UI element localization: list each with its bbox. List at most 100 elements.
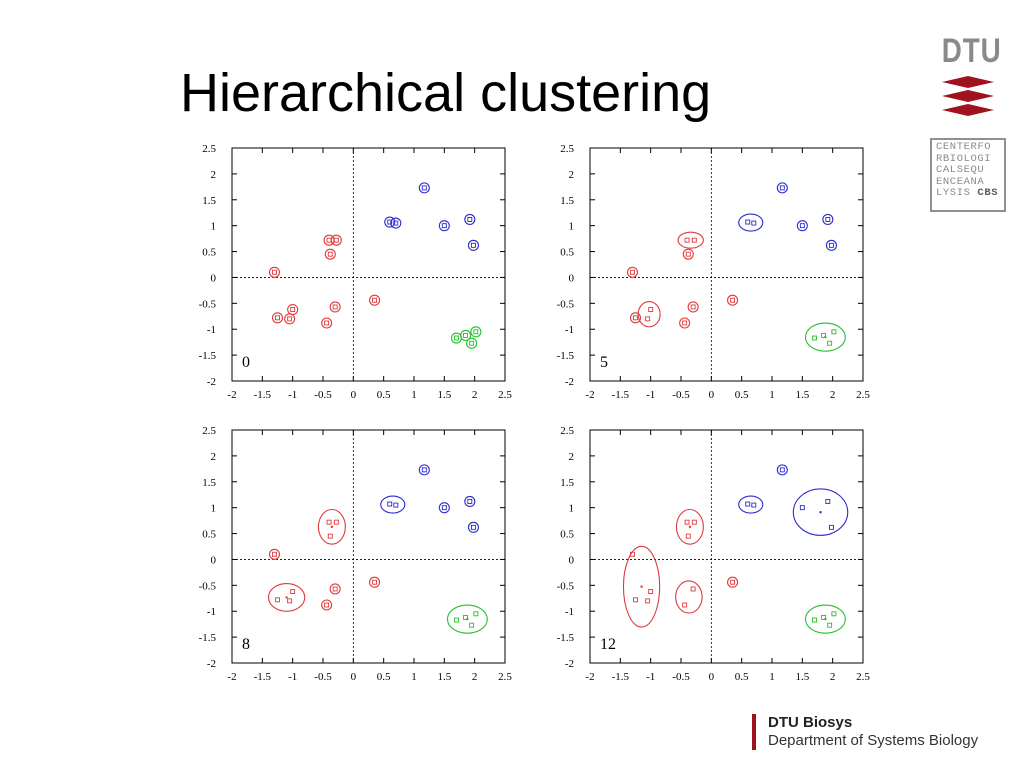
scatter-chart-3: -2 -1.5 -1 -0.5 0 0.5 1 1.5 2 2.5 2.5 2 1.5 1 0.5 0 -0.5… (557, 425, 870, 683)
y-tick-label: 0.5 (560, 529, 574, 541)
panel-step-label: 12 (600, 636, 616, 653)
data-point-ring (629, 312, 642, 324)
y-tick-label: -1.5 (557, 350, 575, 362)
cbs-logo-bold: CBS (977, 187, 999, 200)
data-point (387, 219, 393, 225)
data-point (469, 622, 475, 628)
x-tick-label: 0 (351, 389, 357, 401)
x-tick-label: 1.5 (437, 671, 451, 683)
y-tick-label: 1.5 (202, 195, 216, 207)
scatter-chart-0: -2 -1.5 -1 -0.5 0 0.5 1 1.5 2 2.5 2.5 2 1.5 1 0.5 0 -0.5… (199, 143, 512, 401)
data-point (825, 499, 831, 504)
data-point-ring (460, 329, 472, 341)
x-tick-label: 0 (351, 671, 357, 683)
x-tick-label: 1.5 (795, 671, 809, 683)
page-title: Hierarchical clustering (180, 63, 712, 123)
cluster-outline (738, 213, 764, 232)
cluster-outline (804, 322, 846, 352)
y-tick-label: -0.5 (557, 580, 575, 592)
x-tick-label: -2 (227, 389, 236, 401)
data-point (812, 335, 817, 341)
plot-frame (589, 429, 864, 664)
y-tick-label: -0.5 (199, 580, 217, 592)
data-point-ring (438, 502, 450, 514)
x-tick-label: -2 (585, 671, 594, 683)
data-point-ring (329, 583, 341, 595)
data-point (326, 519, 332, 525)
y-tick-label: 2.5 (202, 143, 216, 155)
cbs-logo-line-3: CALSEQU (936, 164, 985, 177)
x-tick-label: 1 (769, 389, 775, 401)
x-tick-label: 1.5 (437, 389, 451, 401)
scatter-chart-1: -2 -1.5 -1 -0.5 0 0.5 1 1.5 2 2.5 2.5 2 1.5 1 0.5 0 -0.5… (557, 143, 870, 401)
data-point-ring (369, 294, 381, 306)
panel-step-label: 5 (600, 354, 608, 371)
data-point (831, 329, 837, 335)
data-point (467, 499, 473, 504)
x-tick-label: 0.5 (735, 389, 749, 401)
scatter-chart-2: -2 -1.5 -1 -0.5 0 0.5 1 1.5 2 2.5 2.5 2 1.5 1 0.5 0 -0.5… (199, 425, 512, 683)
data-point (473, 329, 479, 335)
data-point (829, 242, 834, 248)
data-point-ring (418, 182, 430, 194)
data-point-ring (284, 313, 296, 325)
cbs-logo-line-5: LYSIS CBS (936, 188, 1004, 200)
data-point (290, 589, 296, 594)
data-point (648, 589, 654, 594)
data-point (779, 467, 785, 473)
cluster-outline (267, 582, 306, 612)
x-tick-label: -1 (646, 389, 655, 401)
data-point (441, 223, 447, 229)
x-tick-label: 0 (709, 671, 715, 683)
data-point (645, 316, 651, 322)
y-tick-label: -0.5 (557, 298, 575, 310)
data-point (393, 502, 399, 508)
x-tick-label: -1 (646, 671, 655, 683)
chart-panel-3: -2 -1.5 -1 -0.5 0 0.5 1 1.5 2 2.5 2.5 2 1.5 1 0.5 0 -0.5… (540, 422, 870, 687)
footer-brand: DTU Biosys Department of Systems Biology (752, 714, 978, 750)
data-point-ring (418, 464, 430, 476)
data-point (324, 320, 330, 326)
data-point (454, 335, 459, 341)
y-tick-label: 0 (211, 554, 217, 566)
data-point (372, 297, 378, 303)
y-tick-label: 1.5 (560, 195, 574, 207)
y-tick-label: 0 (211, 272, 217, 284)
data-point (387, 501, 393, 507)
y-tick-label: 0 (569, 554, 575, 566)
data-point-ring (268, 266, 281, 278)
data-point (393, 220, 399, 226)
cluster-outline (738, 495, 764, 514)
x-tick-label: 2 (830, 671, 836, 683)
y-tick-label: -1 (565, 324, 574, 336)
y-tick-label: 2 (211, 451, 217, 463)
data-point (812, 617, 817, 623)
data-point-ring (727, 576, 739, 588)
cbs-logo-line-4: ENCEANA (936, 175, 985, 188)
cluster-centroid (640, 585, 643, 588)
data-point (745, 501, 751, 507)
y-tick-label: 0 (569, 272, 575, 284)
data-point (332, 586, 338, 592)
y-tick-label: 0.5 (202, 529, 216, 541)
cluster-outline (622, 545, 661, 628)
footer-org: DTU Biosys (768, 714, 853, 731)
x-tick-label: 2.5 (856, 389, 870, 401)
data-point (779, 185, 785, 191)
data-point-ring (384, 216, 396, 228)
chart-panel-0: -2 -1.5 -1 -0.5 0 0.5 1 1.5 2 2.5 2.5 2 1.5 1 0.5 0 -0.5… (182, 140, 512, 405)
y-tick-label: -1.5 (557, 632, 575, 644)
data-point (648, 307, 654, 312)
y-tick-label: -1.5 (199, 350, 217, 362)
cbs-logo-line-2: RBIOLOGI (936, 152, 992, 165)
cluster-outline (637, 300, 661, 328)
y-tick-label: -1 (565, 606, 574, 618)
data-point-ring (727, 294, 739, 306)
y-tick-label: -2 (207, 658, 216, 670)
data-point (684, 237, 690, 243)
data-point (831, 611, 837, 617)
cluster-centroid (688, 525, 692, 529)
y-tick-label: 0.5 (202, 247, 216, 259)
plot-frame (231, 147, 506, 382)
data-point (463, 332, 469, 338)
